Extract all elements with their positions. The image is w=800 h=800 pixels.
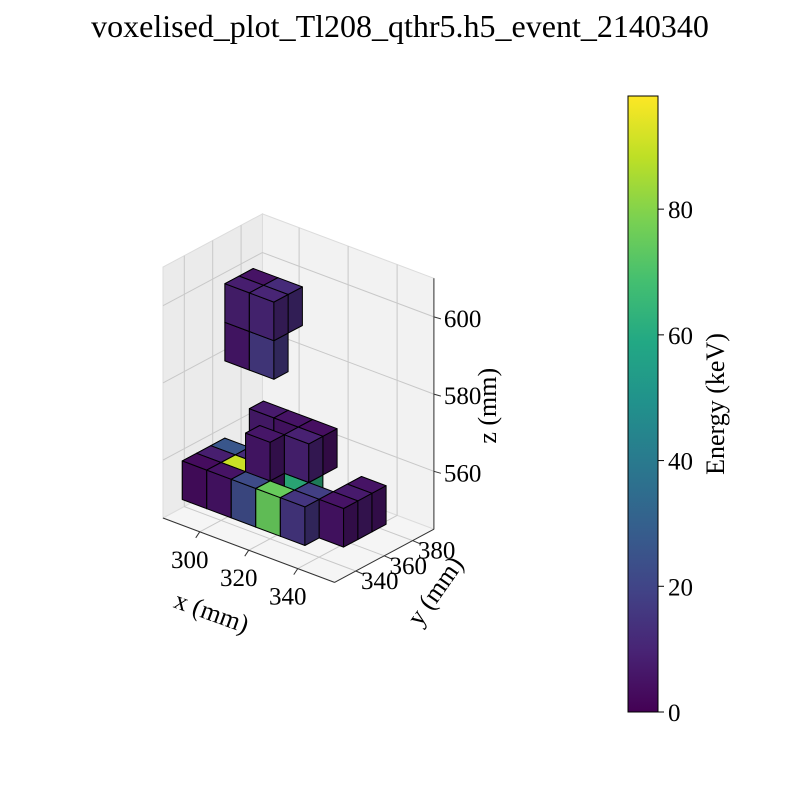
- y-tick: [384, 555, 392, 560]
- colorbar-label: Energy (keV): [701, 333, 730, 475]
- colorbar-gradient: [627, 95, 659, 713]
- y-tick-label: 380: [418, 538, 456, 565]
- z-tick: [433, 470, 442, 474]
- z-tick: [433, 393, 442, 397]
- voxel: [279, 489, 320, 546]
- x-tick-label: 340: [269, 584, 307, 611]
- voxel-face-top: [245, 425, 285, 443]
- voxel-face-top: [279, 489, 320, 508]
- z-tick-label: 560: [444, 460, 482, 487]
- voxel: [245, 425, 285, 482]
- y-tick: [355, 570, 363, 575]
- colorbar-tick-label: 0: [668, 700, 681, 727]
- z-axis-label: z (mm): [473, 368, 502, 444]
- y-tick: [412, 540, 420, 545]
- x-tick-label: 320: [220, 565, 258, 592]
- z-tick-label: 600: [444, 306, 482, 333]
- voxel: [206, 462, 247, 519]
- colorbar-tick-label: 20: [668, 574, 693, 601]
- colorbar-tick-label: 60: [668, 323, 693, 350]
- x-tick: [244, 549, 250, 557]
- voxel-face-top: [283, 426, 324, 445]
- voxel-face-top: [248, 284, 289, 303]
- voxel: [318, 491, 359, 548]
- voxel-face-top: [318, 491, 359, 509]
- y-tick-label: 360: [389, 553, 427, 580]
- gridline-y: [183, 255, 356, 572]
- voxel: [248, 284, 289, 342]
- colorbar-tick-label: 40: [668, 449, 693, 476]
- z-tick: [433, 316, 442, 320]
- y-tick-label: 340: [361, 568, 399, 595]
- gridline-x: [297, 264, 398, 570]
- x-tick: [195, 531, 201, 539]
- z-tick-label: 580: [444, 383, 482, 410]
- x-tick: [293, 568, 299, 575]
- x-tick-label: 300: [171, 547, 209, 574]
- colorbar-tick-label: 80: [668, 197, 693, 224]
- chart-title: voxelised_plot_Tl208_qthr5.h5_event_2140…: [91, 8, 709, 44]
- gridline-z: [162, 251, 435, 318]
